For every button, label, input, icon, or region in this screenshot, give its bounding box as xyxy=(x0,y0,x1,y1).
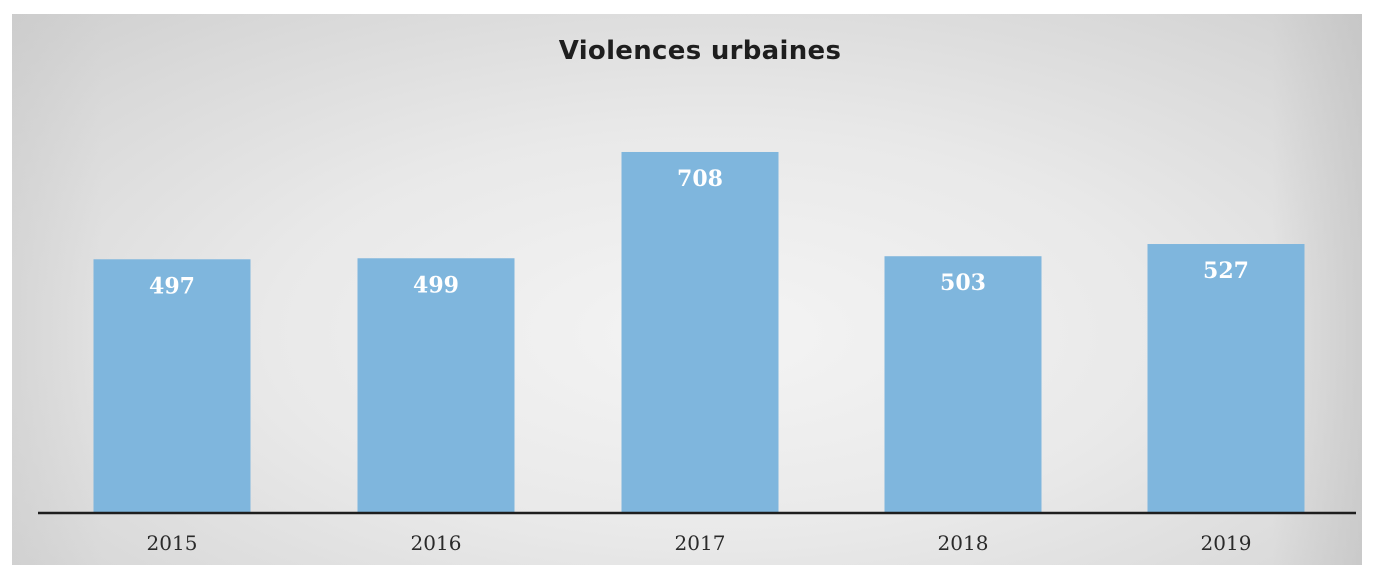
x-tick-label-2017: 2017 xyxy=(675,531,726,555)
panel-shading-left xyxy=(12,14,102,565)
bar-2015 xyxy=(93,259,251,512)
bar-2019 xyxy=(1147,244,1305,512)
bar-value-label-2019: 527 xyxy=(1203,258,1249,284)
x-tick-label-2019: 2019 xyxy=(1201,531,1252,555)
x-tick-label-2015: 2015 xyxy=(147,531,198,555)
chart-title: Violences urbaines xyxy=(558,36,842,66)
bar-2018 xyxy=(884,256,1042,512)
bar-value-label-2015: 497 xyxy=(149,273,195,299)
bar-value-label-2018: 503 xyxy=(940,270,986,296)
bar-value-label-2016: 499 xyxy=(413,272,459,298)
bar-value-label-2017: 708 xyxy=(677,166,723,192)
x-tick-label-2018: 2018 xyxy=(938,531,989,555)
bar-2016 xyxy=(357,258,515,512)
x-tick-label-2016: 2016 xyxy=(411,531,462,555)
bar-2017 xyxy=(621,151,779,512)
